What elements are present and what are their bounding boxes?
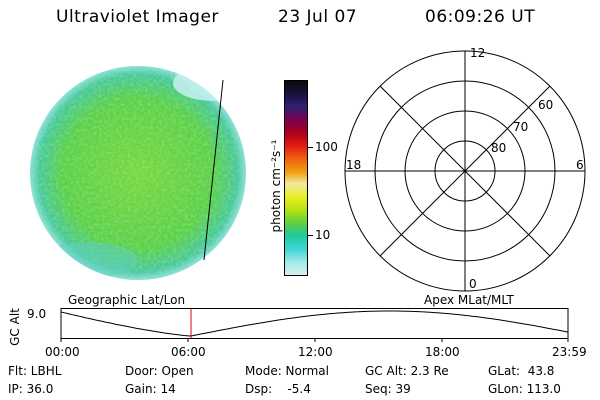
door-info: Door: Open [125,364,194,378]
x-tick-label-0600: 06:00 [171,345,206,359]
gain-info: Gain: 14 [125,382,176,396]
x-tick-label-1800: 18:00 [425,345,460,359]
image-date: 23 Jul 07 [278,7,358,27]
lat-label-70: 70 [513,120,529,134]
x-tick-label-2359: 23:59 [552,345,587,359]
colorbar-tick-label-100: 100 [315,140,338,154]
glat-info: GLat: 43.8 [488,364,555,378]
gc-alt-info: GC Alt: 2.3 Re [365,364,449,378]
geographic-label: Geographic Lat/Lon [68,293,186,307]
ip-info: IP: 36.0 [8,382,54,396]
mlt-label-0: 0 [469,277,477,291]
terminator-line [203,79,224,261]
seq-info: Seq: 39 [365,382,411,396]
orbit-altitude-plot [60,308,569,342]
gc-alt-axis-label: GC Alt [8,308,22,346]
colorbar-tick-label-10: 10 [315,228,331,242]
colorbar-tick-10 [307,235,313,236]
mlt-label-18: 18 [346,158,362,172]
gc-alt-tick: 9.0 [27,307,47,321]
lat-label-80: 80 [491,141,507,155]
grid-diagonal-2 [379,85,551,257]
dsp-info: Dsp: -5.4 [245,382,311,396]
mlt-label-12: 12 [470,46,486,60]
color-bar [284,80,308,276]
x-tick-label-1200: 12:00 [298,345,333,359]
mode-info: Mode: Normal [245,364,329,378]
mlt-label-6: 6 [576,158,584,172]
filter-info: Flt: LBHL [8,364,62,378]
polar-grid [344,50,586,292]
orbit-altitude-curve [60,310,569,337]
apex-label: Apex MLat/MLT [424,293,514,307]
orbit-plot-frame [60,308,569,339]
uv-image-disk [30,66,246,280]
glon-info: GLon: 113.0 [488,382,561,396]
image-time: 06:09:26 UT [425,7,536,27]
lat-label-60: 60 [538,98,554,112]
colorbar-unit-label: photon cm⁻²s⁻¹ [269,139,283,233]
instrument-title: Ultraviolet Imager [56,7,219,27]
colorbar-tick-100 [307,147,313,148]
x-tick-label-0000: 00:00 [45,345,80,359]
